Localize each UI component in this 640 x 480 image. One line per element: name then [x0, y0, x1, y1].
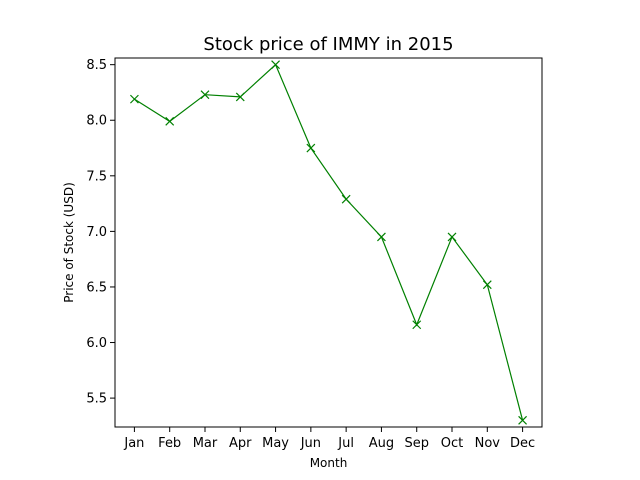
x-tick-label: Nov [475, 436, 501, 451]
x-tick-label: Apr [229, 436, 252, 451]
y-tick-label: 5.5 [86, 392, 107, 407]
y-tick-label: 6.5 [86, 280, 107, 295]
data-point [271, 60, 280, 70]
x-tick-label: Mar [193, 436, 218, 451]
data-point [518, 415, 528, 425]
data-point [447, 232, 457, 242]
data-point [165, 116, 175, 126]
data-point [200, 90, 210, 100]
data-point [377, 232, 386, 242]
series-markers [129, 60, 528, 425]
data-point [235, 92, 245, 102]
y-tick-label: 7.0 [86, 225, 107, 240]
plot-frame [114, 57, 543, 428]
data-point [129, 94, 139, 104]
x-tick-label: Jun [300, 436, 321, 451]
y-tick-label: 8.0 [86, 114, 107, 129]
x-tick-label: Sep [404, 436, 429, 451]
x-tick-label: Dec [510, 436, 535, 451]
x-tick-label: Oct [441, 436, 463, 451]
x-tick-label: Aug [369, 436, 394, 451]
data-point [482, 280, 492, 290]
data-point [306, 143, 316, 153]
x-tick-label: Jul [337, 436, 354, 451]
y-axis-ticks: 5.5 6.0 6.5 7.0 7.5 8.0 8.5 [86, 58, 115, 407]
y-tick-label: 8.5 [86, 58, 107, 73]
x-tick-label: Feb [158, 436, 181, 451]
plot-background [115, 58, 542, 427]
series-line [134, 63, 524, 421]
y-tick-label: 7.5 [86, 169, 107, 184]
chart-title: Stock price of IMMY in 2015 [203, 34, 453, 55]
x-tick-label: May [262, 436, 289, 451]
data-point [341, 194, 351, 204]
x-axis-ticks: Jan Feb Mar Apr May Jun Jul Aug Sep Oct Nov Dec [123, 427, 535, 451]
x-tick-label: Jan [123, 436, 144, 451]
y-axis-label: Price of Stock (USD) [62, 182, 76, 303]
data-point [412, 320, 422, 330]
y-tick-label: 6.0 [86, 336, 107, 351]
x-axis-label: Month [310, 456, 348, 470]
